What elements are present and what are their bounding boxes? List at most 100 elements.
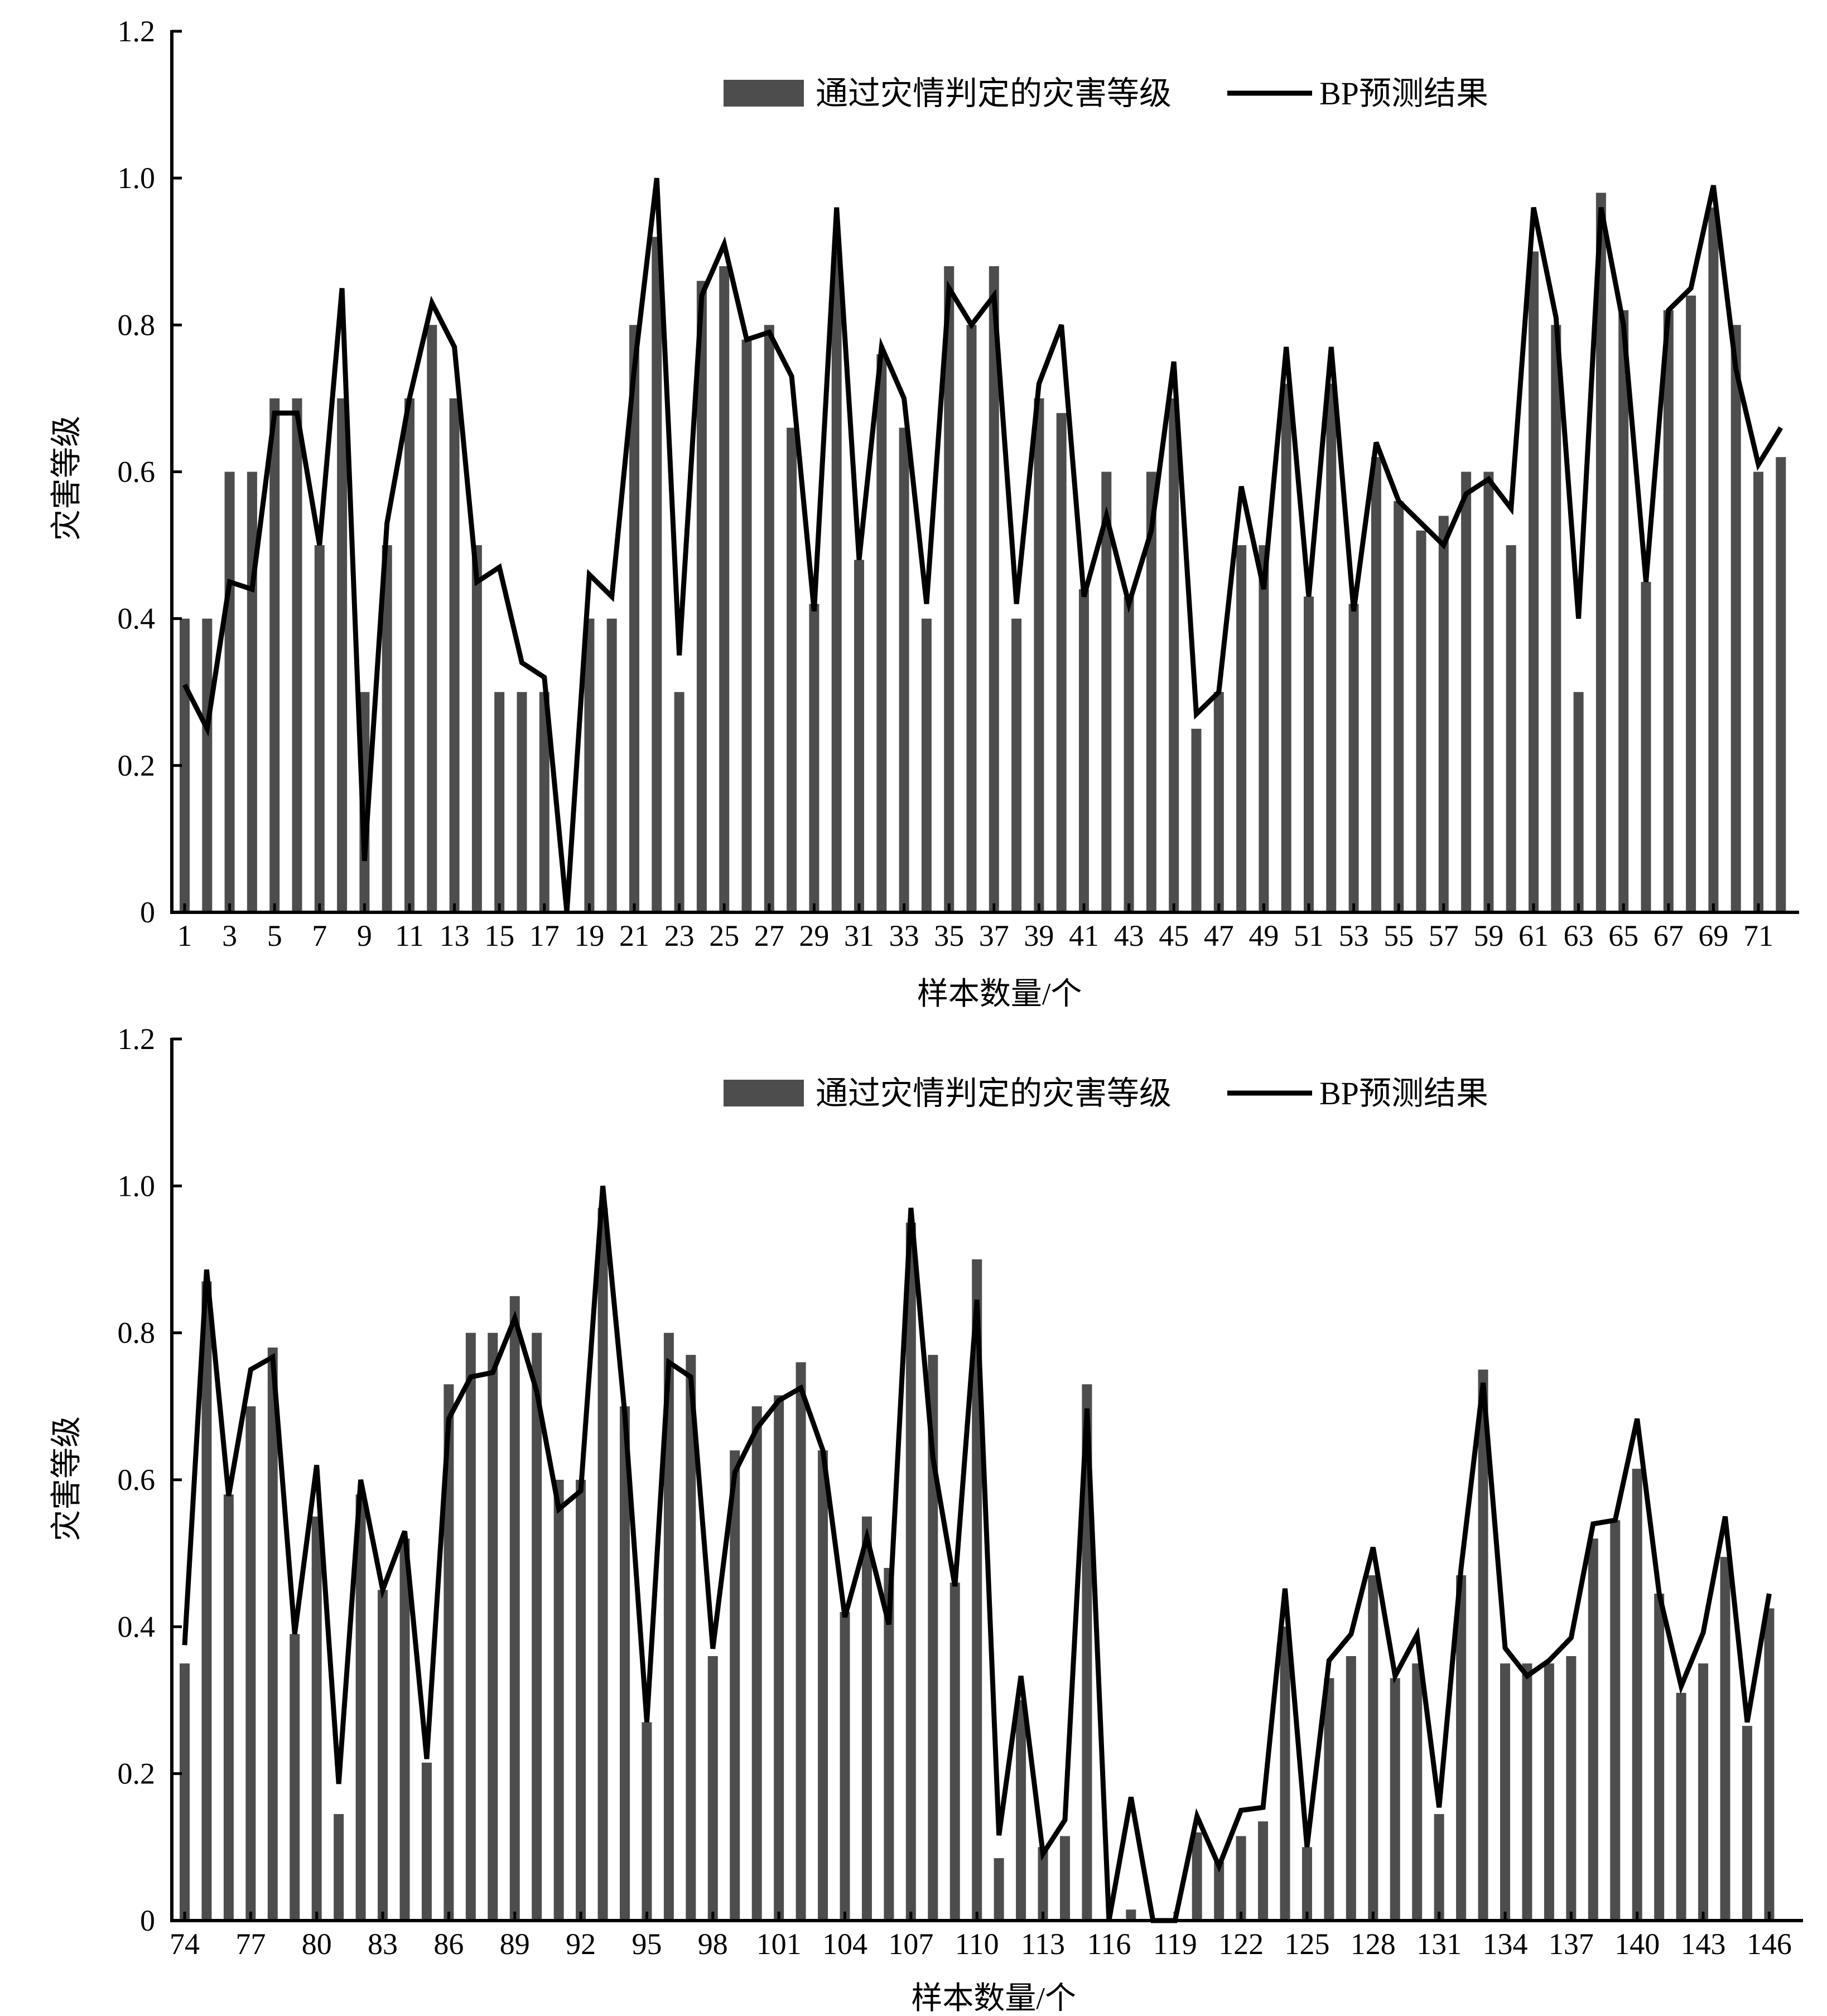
x-tick-label: 107 xyxy=(888,1927,933,1961)
y-tick-label: 0.4 xyxy=(118,602,156,636)
x-tick-label: 37 xyxy=(979,919,1009,952)
x-tick-label: 125 xyxy=(1284,1927,1329,1961)
bar xyxy=(620,1406,630,1921)
bar xyxy=(1676,1692,1686,1921)
bar xyxy=(741,339,752,912)
bar xyxy=(1618,310,1629,913)
y-tick-label: 1.2 xyxy=(118,1022,156,1056)
x-tick-label: 41 xyxy=(1069,919,1099,952)
bar xyxy=(905,1223,916,1921)
x-tick-label: 49 xyxy=(1248,919,1279,952)
bar xyxy=(597,1207,608,1921)
bar xyxy=(707,1656,718,1921)
bar xyxy=(696,281,707,913)
y-tick-label: 0.6 xyxy=(118,1463,156,1497)
x-tick-label: 19 xyxy=(574,919,604,952)
bar xyxy=(267,1348,278,1921)
bar xyxy=(1595,193,1606,912)
bar xyxy=(1663,310,1674,913)
x-tick-label: 59 xyxy=(1473,919,1503,952)
x-tick-label: 21 xyxy=(619,919,649,952)
bar xyxy=(1708,207,1719,912)
x-tick-label: 15 xyxy=(484,919,514,952)
legend: 通过灾情判定的灾害等级 BP预测结果 xyxy=(724,1075,1488,1112)
x-tick-label: 134 xyxy=(1483,1927,1528,1961)
bar xyxy=(1753,471,1763,912)
x-tick-label: 27 xyxy=(754,919,784,952)
bar xyxy=(928,1355,938,1921)
x-tick-label: 77 xyxy=(235,1927,266,1961)
bar xyxy=(1632,1469,1642,1921)
bar xyxy=(223,1494,234,1921)
bar xyxy=(471,545,482,912)
bar xyxy=(1038,1847,1048,1921)
x-tick-label: 131 xyxy=(1416,1927,1462,1961)
bar xyxy=(1742,1726,1752,1921)
bar xyxy=(334,1814,344,1921)
bar xyxy=(1259,545,1269,912)
bar xyxy=(1764,1608,1775,1921)
legend-line-label: BP预测结果 xyxy=(1319,75,1488,112)
x-tick-label: 140 xyxy=(1614,1927,1660,1961)
bar xyxy=(180,1663,190,1921)
bar xyxy=(1281,383,1291,912)
bar xyxy=(1394,501,1404,912)
bar xyxy=(686,1355,696,1921)
x-tick-label: 43 xyxy=(1114,919,1144,952)
bar xyxy=(1056,413,1067,912)
bar xyxy=(1371,457,1381,912)
bar xyxy=(1686,295,1696,913)
bar xyxy=(202,618,213,912)
bar xyxy=(444,1384,454,1921)
bar xyxy=(532,1332,542,1921)
bar xyxy=(269,398,280,912)
x-axis-title: 样本数量/个 xyxy=(911,1981,1076,2016)
x-tick-label: 11 xyxy=(395,919,424,952)
bar xyxy=(1456,1575,1467,1921)
bar xyxy=(831,251,842,912)
x-tick-label: 86 xyxy=(433,1927,464,1961)
bar xyxy=(1654,1594,1665,1921)
bar xyxy=(1573,692,1584,912)
x-tick-label: 7 xyxy=(312,919,327,952)
bar xyxy=(966,325,977,913)
bar xyxy=(421,1762,432,1921)
bar xyxy=(994,1858,1004,1921)
bar xyxy=(427,325,437,913)
bar xyxy=(1016,1700,1026,1921)
x-tick-label: 89 xyxy=(500,1927,530,1961)
x-tick-label: 17 xyxy=(529,919,560,952)
legend-bar-label: 通过灾情判定的灾害等级 xyxy=(816,1075,1172,1112)
bar xyxy=(1483,471,1494,912)
bar xyxy=(840,1612,850,1921)
bar xyxy=(1034,398,1044,912)
bar xyxy=(337,398,348,912)
x-tick-label: 9 xyxy=(357,919,372,952)
bar xyxy=(449,398,460,912)
x-tick-label: 35 xyxy=(934,919,964,952)
x-tick-label: 110 xyxy=(955,1927,999,1961)
bar xyxy=(1461,471,1472,912)
bar xyxy=(652,237,662,912)
bar xyxy=(1368,1575,1378,1921)
bar xyxy=(290,1634,300,1921)
bar xyxy=(1236,1836,1246,1921)
bar xyxy=(1124,596,1134,912)
bar xyxy=(1506,545,1516,912)
bar xyxy=(1169,398,1179,912)
bar xyxy=(1101,471,1112,912)
bar xyxy=(1529,251,1539,912)
x-tick-label: 119 xyxy=(1153,1927,1197,1961)
legend-bar-swatch xyxy=(724,80,804,107)
bar xyxy=(1146,471,1156,912)
bar xyxy=(1348,604,1359,912)
bar xyxy=(1326,383,1337,912)
chart-top: 00.20.40.60.81.01.21 3 5 7 9 11 13 15 17 19 21 23 25… xyxy=(50,15,1799,1012)
y-tick-label: 0.8 xyxy=(118,308,156,341)
bar xyxy=(899,427,909,912)
bar xyxy=(201,1281,212,1921)
x-tick-label: 3 xyxy=(222,919,237,952)
bar xyxy=(584,618,595,912)
bar xyxy=(1258,1821,1269,1921)
